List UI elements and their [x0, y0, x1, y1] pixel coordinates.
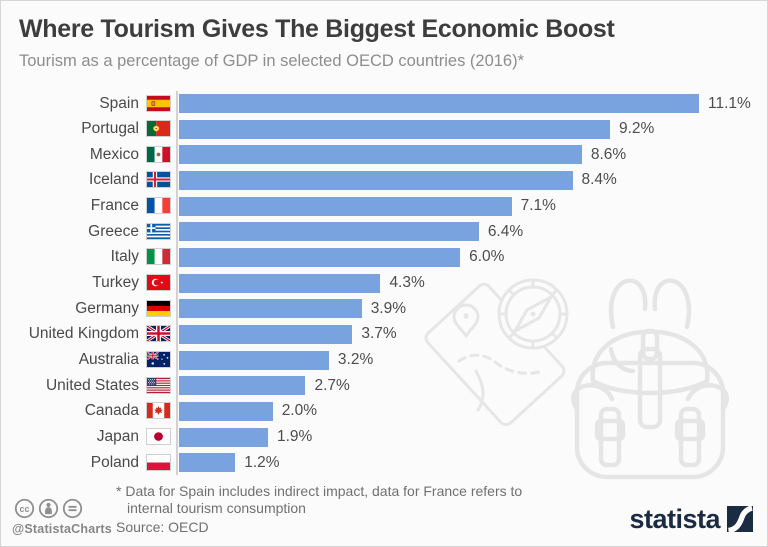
bar-italy: [179, 247, 461, 267]
bar-united-states: [179, 376, 306, 396]
cc-by-icon: [38, 498, 59, 519]
cc-nd-icon: [62, 498, 83, 519]
bar-row-greece: Greece 6.4%: [1, 222, 767, 242]
license-block: cc: [14, 498, 83, 519]
country-label: Portugal: [81, 120, 139, 138]
france-flag-icon: [146, 197, 171, 215]
value-label: 8.6%: [590, 145, 627, 163]
backpack-watermark-icon: [571, 278, 729, 480]
country-label: Australia: [78, 351, 139, 369]
iceland-flag-icon: [146, 171, 171, 189]
value-label: 11.1%: [708, 94, 751, 112]
turkey-flag-icon: [146, 274, 171, 292]
value-label: 1.2%: [244, 453, 280, 471]
united-kingdom-flag-icon: [146, 325, 171, 343]
bar-row-germany: Germany 3.9%: [1, 299, 767, 319]
japan-flag-icon: [146, 428, 171, 446]
country-label: Spain: [99, 94, 139, 112]
bar-row-iceland: Iceland 8.4%: [1, 170, 767, 190]
statista-logo-mark-icon: [727, 506, 753, 532]
value-label: 2.0%: [281, 402, 318, 420]
bar-france: [179, 196, 512, 216]
value-label: 3.2%: [337, 351, 374, 369]
greece-flag-icon: [146, 222, 171, 240]
bar-canada: [179, 401, 273, 421]
bar-australia: [179, 350, 329, 370]
cc-icon: cc: [14, 498, 35, 519]
value-label: 2.7%: [314, 376, 350, 394]
bar-united-kingdom: [179, 324, 353, 344]
statista-logo: statista: [629, 504, 753, 534]
bar-row-poland: Poland 1.2%: [1, 453, 767, 473]
bar-row-japan: Japan 1.9%: [1, 427, 767, 447]
source-label: Source: OECD: [116, 519, 209, 535]
map-compass-watermark-icon: [424, 278, 569, 427]
value-label: 3.7%: [361, 325, 397, 343]
country-label: Japan: [96, 428, 139, 446]
country-label: Iceland: [89, 171, 139, 189]
bar-portugal: [179, 119, 610, 139]
page-subtitle: Tourism as a percentage of GDP in select…: [19, 52, 525, 70]
australia-flag-icon: [146, 351, 171, 369]
bar-row-france: France 7.1%: [1, 196, 767, 216]
bar-row-united-kingdom: United Kingdom 3.7%: [1, 324, 767, 344]
country-label: Canada: [84, 402, 139, 420]
bar-japan: [179, 427, 268, 447]
canada-flag-icon: [146, 402, 171, 420]
y-axis-line: [176, 91, 178, 475]
bar-row-mexico: Mexico 8.6%: [1, 145, 767, 165]
statista-logo-text: statista: [629, 504, 720, 534]
italy-flag-icon: [146, 248, 171, 266]
bar-row-united-states: United States 2.7%: [1, 376, 767, 396]
value-label: 7.1%: [520, 197, 556, 215]
value-label: 9.2%: [618, 120, 655, 138]
poland-flag-icon: [146, 453, 171, 471]
country-label: Greece: [88, 222, 139, 240]
spain-flag-icon: [146, 94, 171, 112]
country-label: Turkey: [92, 274, 139, 292]
bar-row-turkey: Turkey 4.3%: [1, 273, 767, 293]
value-label: 1.9%: [277, 428, 313, 446]
bar-greece: [179, 222, 479, 242]
value-label: 8.4%: [581, 171, 617, 189]
value-label: 3.9%: [370, 299, 407, 317]
bar-germany: [179, 299, 362, 319]
footnote-line-2: internal tourism consumption: [127, 499, 306, 516]
bar-row-australia: Australia 3.2%: [1, 350, 767, 370]
country-label: United States: [45, 376, 139, 394]
bar-poland: [179, 453, 236, 473]
footnote: * Data for Spain includes indirect impac…: [116, 483, 522, 516]
value-label: 6.4%: [487, 222, 524, 240]
country-label: Germany: [75, 299, 139, 317]
country-label: Italy: [110, 248, 139, 266]
footnote-line-1: * Data for Spain includes indirect impac…: [116, 483, 523, 499]
bar-iceland: [179, 170, 573, 190]
bar-row-canada: Canada 2.0%: [1, 401, 767, 421]
bar-row-portugal: Portugal 9.2%: [1, 119, 767, 139]
germany-flag-icon: [146, 299, 171, 317]
mexico-flag-icon: [146, 145, 171, 163]
value-label: 6.0%: [469, 248, 505, 266]
bar-spain: [179, 94, 699, 113]
credit-handle: @StatistaCharts: [12, 522, 112, 536]
bar-row-italy: Italy 6.0%: [1, 247, 767, 267]
page-title: Where Tourism Gives The Biggest Economic…: [19, 15, 615, 43]
bar-row-spain: Spain 11.1%: [1, 94, 767, 114]
country-label: Poland: [90, 453, 139, 471]
svg-text:cc: cc: [20, 504, 30, 514]
bar-mexico: [179, 145, 582, 165]
country-label: France: [90, 197, 139, 215]
country-label: Mexico: [89, 145, 139, 163]
united-states-flag-icon: [146, 376, 171, 394]
bar-turkey: [179, 273, 381, 293]
country-label: United Kingdom: [28, 325, 139, 343]
portugal-flag-icon: [146, 120, 171, 138]
value-label: 4.3%: [389, 274, 425, 292]
